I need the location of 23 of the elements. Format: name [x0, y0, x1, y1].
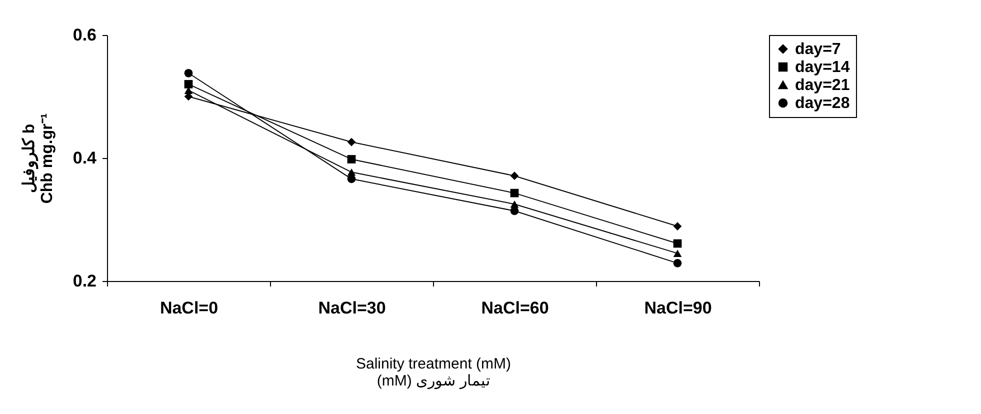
legend-label: day=7: [795, 41, 841, 58]
point: [184, 80, 193, 88]
point: [510, 206, 519, 216]
y-tick-label: 0.6: [72, 26, 96, 44]
x-tick-label: NaCl=30: [318, 298, 386, 318]
point: [673, 239, 682, 248]
legend-label: day=21: [795, 77, 850, 94]
point: [510, 188, 519, 198]
y-tick-label: 0.2: [72, 272, 96, 290]
legend-label: day=28: [795, 95, 850, 112]
point: [347, 174, 356, 184]
point: [347, 138, 356, 146]
x-tick-label: NaCl=60: [481, 298, 549, 318]
legend-label: day=14: [795, 59, 850, 76]
y-tick-label: 0.4: [72, 148, 98, 168]
x-tick-label: NaCl=0: [160, 298, 218, 318]
point: [510, 172, 519, 180]
x-tick-label: NaCl=90: [644, 298, 712, 318]
point: [673, 258, 682, 268]
point: [673, 222, 682, 230]
point: [347, 155, 356, 164]
point: [184, 68, 193, 78]
point: [673, 250, 682, 257]
